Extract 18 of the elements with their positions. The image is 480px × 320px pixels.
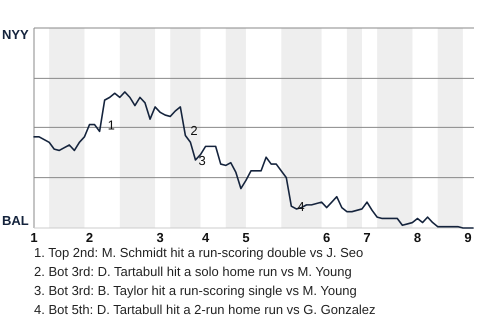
x-tick-label: 4 xyxy=(202,230,210,245)
annotation: 1 xyxy=(108,118,115,133)
annotation: 3 xyxy=(198,152,206,168)
text: BAL xyxy=(2,213,29,228)
x-tick-label: 5 xyxy=(242,230,250,245)
x-tick-label: 3 xyxy=(156,230,164,245)
text: 1. Top 2nd: M. Schmidt hit a run-scoring double vs J. Seo xyxy=(34,245,364,260)
x-tick-label: 2 xyxy=(86,230,94,245)
x-tick-label: 6 xyxy=(323,230,330,245)
annotation: 2 xyxy=(190,123,198,138)
x-tick-label: 7 xyxy=(363,230,371,245)
x-tick-label: 9 xyxy=(464,230,472,245)
x-tick-label: 8 xyxy=(414,230,422,245)
text: 2. Bot 3rd: D. Tartabull hit a solo home run vs M. Young xyxy=(34,264,352,279)
text: NYY xyxy=(2,27,30,42)
x-tick-label: 1 xyxy=(30,230,38,245)
text: 3. Bot 3rd: B. Taylor hit a run-scoring single vs M. Young xyxy=(34,283,357,298)
text: 4. Bot 5th: D. Tartabull hit a 2-run home run vs G. Gonzalez xyxy=(34,302,376,317)
